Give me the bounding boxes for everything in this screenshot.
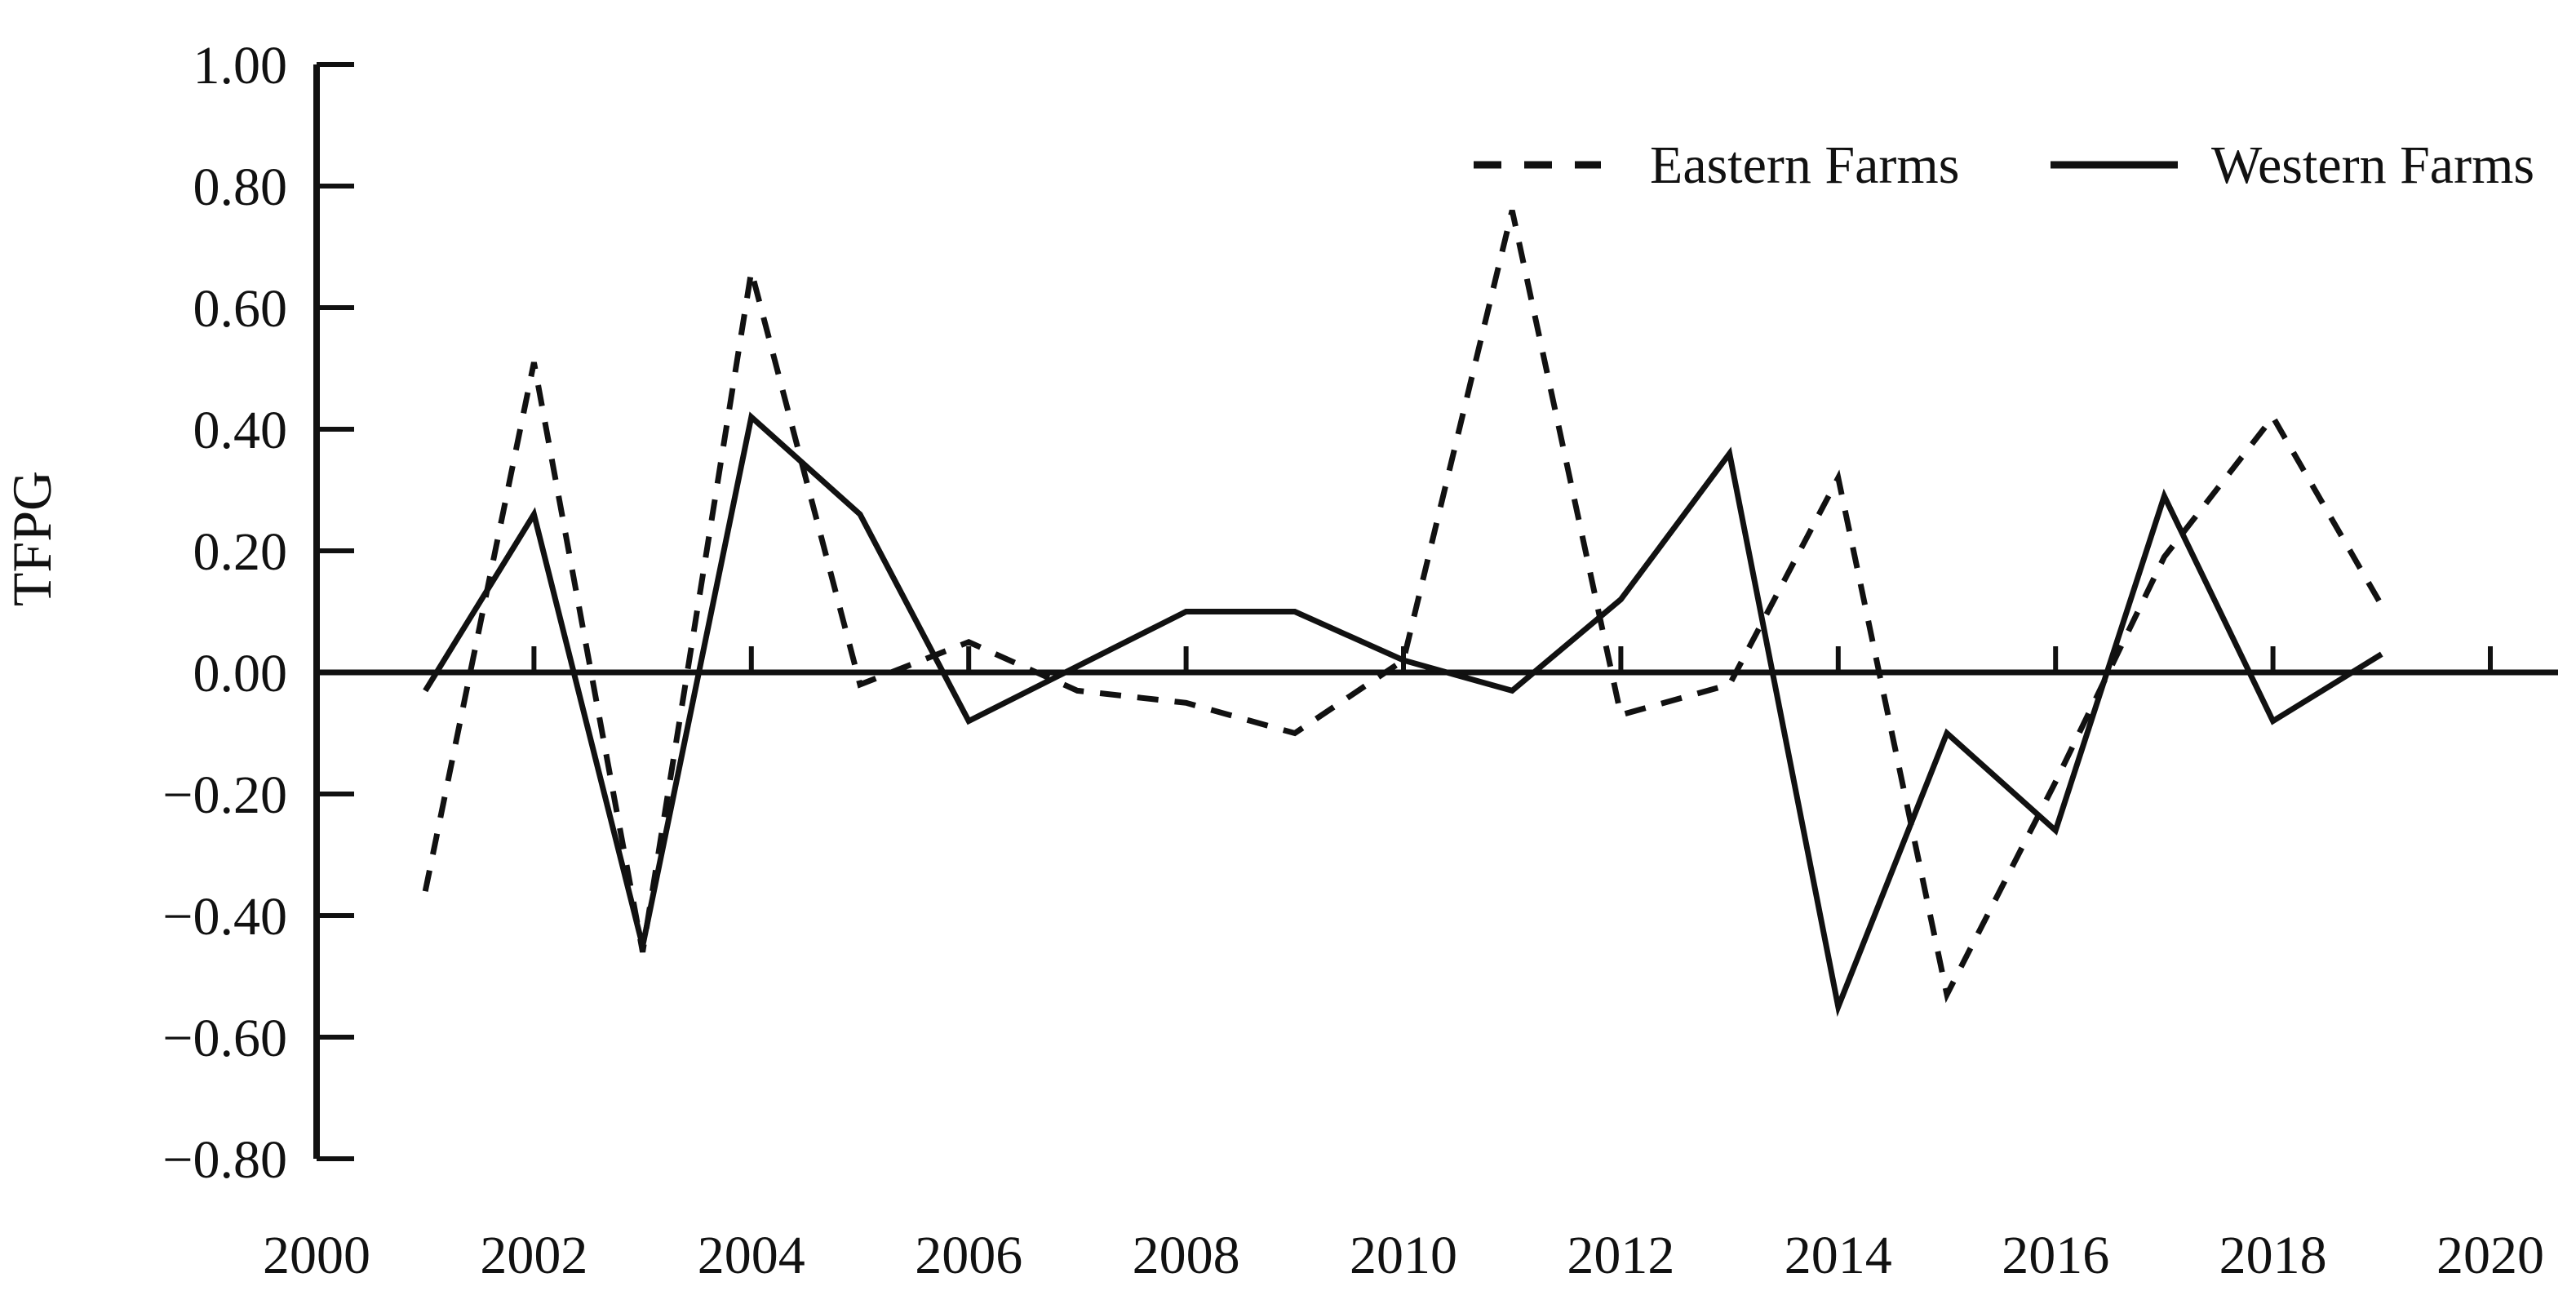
x-tick-label: 2012 bbox=[1567, 1226, 1674, 1285]
x-tick-label: 2020 bbox=[2436, 1226, 2544, 1285]
x-tick-label: 2004 bbox=[698, 1226, 805, 1285]
y-tick-label: 0.60 bbox=[193, 279, 288, 339]
y-tick-label: 0.20 bbox=[193, 522, 288, 582]
y-tick-label: 0.00 bbox=[193, 644, 288, 703]
series-line-eastern-farms bbox=[422, 209, 2384, 1004]
y-axis: 1.00 0.80 0.60 0.40 0.20 0.00 −0.20 −0.40 −0.60 −… bbox=[162, 36, 354, 1190]
x-tick-label: 2016 bbox=[2002, 1226, 2109, 1285]
x-tick-label: 2000 bbox=[263, 1226, 370, 1285]
y-tick-label: −0.80 bbox=[162, 1130, 287, 1190]
y-tick-label: 0.80 bbox=[193, 157, 288, 217]
series-line-western-farms bbox=[423, 411, 2383, 1018]
y-tick-label: 0.40 bbox=[193, 401, 288, 460]
legend: Eastern Farms Western Farms bbox=[1474, 135, 2534, 195]
y-axis-title: TFPG bbox=[1, 471, 63, 606]
legend-label-western-farms: Western Farms bbox=[2211, 135, 2534, 195]
x-tick-label: 2002 bbox=[480, 1226, 587, 1285]
x-axis: 2000 2002 2004 2006 2008 2010 2012 2014 2016 2018… bbox=[263, 646, 2558, 1285]
x-tick-label: 2014 bbox=[1785, 1226, 1892, 1285]
series-lines bbox=[422, 209, 2384, 1018]
x-tick-label: 2010 bbox=[1350, 1226, 1457, 1285]
y-tick-label: −0.40 bbox=[162, 887, 287, 947]
x-tick-label: 2006 bbox=[915, 1226, 1022, 1285]
x-tick-label: 2018 bbox=[2219, 1226, 2327, 1285]
x-tick-label: 2008 bbox=[1133, 1226, 1240, 1285]
y-tick-label: 1.00 bbox=[193, 36, 288, 95]
y-tick-label: −0.20 bbox=[162, 765, 287, 825]
y-tick-label: −0.60 bbox=[162, 1009, 287, 1068]
legend-label-eastern-farms: Eastern Farms bbox=[1650, 135, 1959, 195]
